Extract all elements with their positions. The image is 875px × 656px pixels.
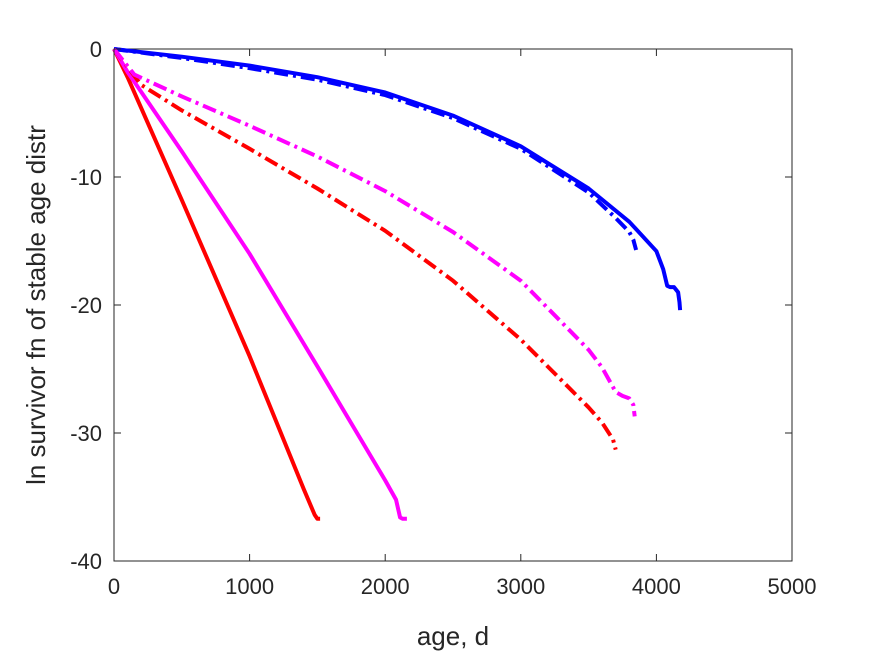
y-tick-label: -30 bbox=[70, 421, 102, 446]
x-tick-label: 1000 bbox=[225, 574, 274, 599]
series-line-1 bbox=[113, 47, 683, 311]
x-tick-label: 5000 bbox=[768, 574, 817, 599]
y-axis-ticks: -40 -30 -20 -10 0 bbox=[70, 37, 792, 574]
y-tick-label: -20 bbox=[70, 293, 102, 318]
data-lines bbox=[112, 47, 683, 521]
y-tick-label: -40 bbox=[70, 549, 102, 574]
y-tick-label: -10 bbox=[70, 165, 102, 190]
y-axis-label: ln survivor fn of stable age distr bbox=[21, 125, 51, 485]
x-axis-ticks: 0 1000 2000 3000 4000 5000 bbox=[108, 49, 817, 599]
series-line-4 bbox=[112, 47, 407, 521]
x-axis-label: age, d bbox=[417, 621, 489, 651]
series-line-2 bbox=[113, 47, 639, 251]
y-tick-label: 0 bbox=[90, 37, 102, 62]
x-tick-label: 2000 bbox=[361, 574, 410, 599]
series-line-6 bbox=[112, 47, 637, 417]
x-tick-label: 3000 bbox=[496, 574, 545, 599]
x-tick-label: 4000 bbox=[632, 574, 681, 599]
series-line-3 bbox=[112, 48, 321, 521]
x-tick-label: 0 bbox=[108, 574, 120, 599]
plot-area bbox=[113, 48, 793, 562]
series-line-5 bbox=[112, 47, 618, 451]
